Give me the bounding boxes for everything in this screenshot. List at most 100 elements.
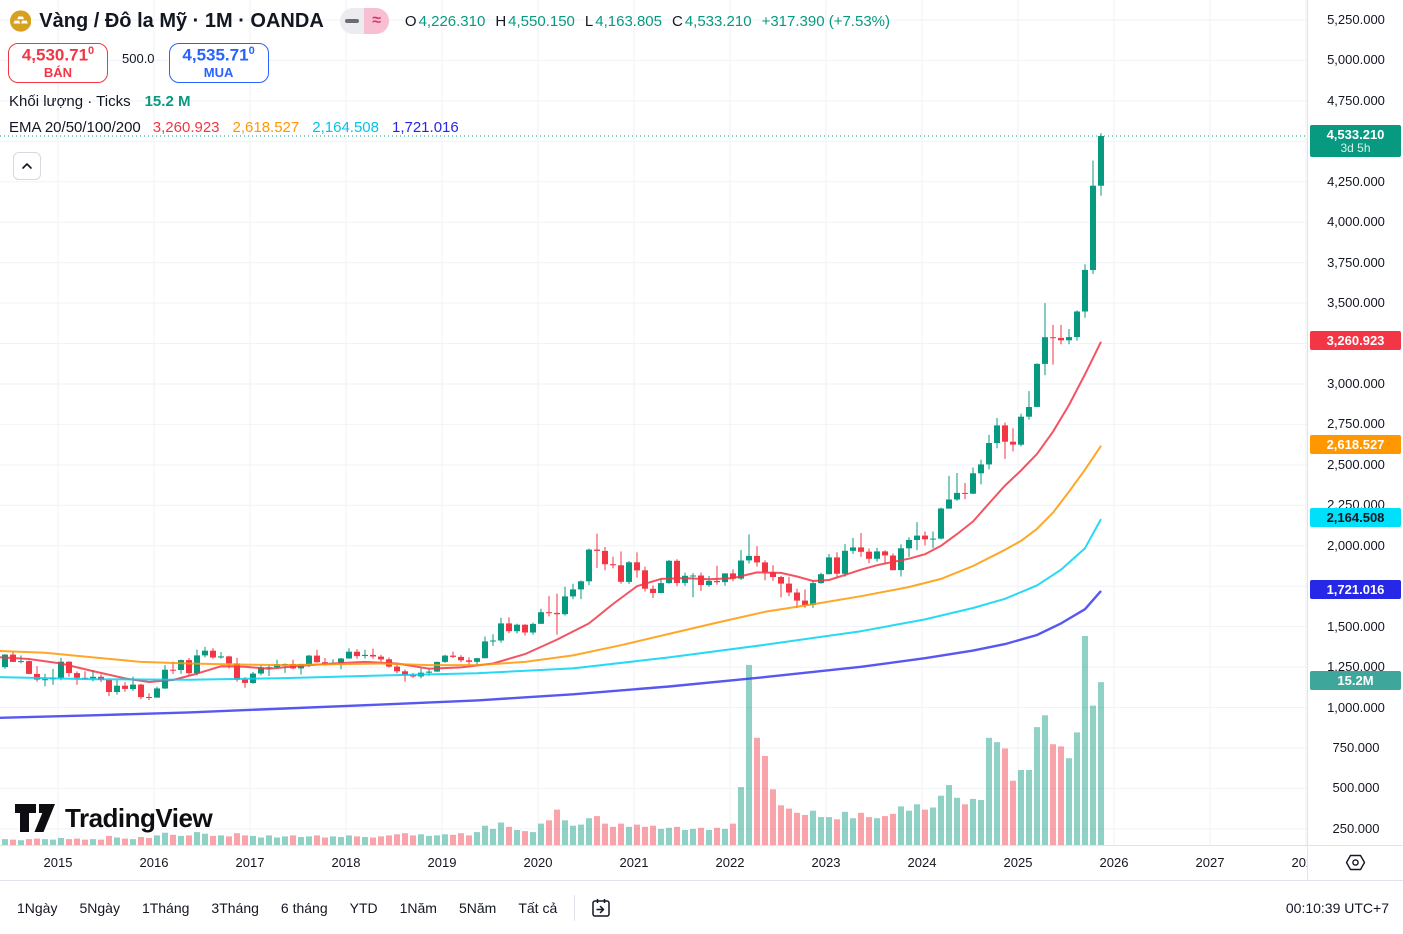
ema-value: 2,164.508 [312,119,379,136]
time-axis[interactable]: 2015 2016 2017 2018 2019 2020 2021 2022 2023 2024… [0,845,1403,881]
volume-bar [786,808,792,845]
candle-body [242,679,248,683]
volume-bar [378,836,384,845]
volume-bar [994,742,1000,845]
candle-body [1090,185,1096,270]
volume-bar [290,835,296,845]
chart-canvas[interactable] [0,0,1307,845]
price-tick-label: 5,000.000 [1327,52,1385,68]
ema-value: 1,721.016 [391,119,459,136]
candle-body [130,684,136,689]
candle-body [658,583,664,593]
volume-bar [306,836,312,845]
candle-body [714,580,720,583]
calendar-goto-icon [592,898,610,917]
volume-bar [386,835,392,845]
volume-bar [770,789,776,845]
price-tick-label: 2,750.000 [1327,416,1385,432]
volume-bar [402,833,408,845]
range-button-1năm[interactable]: 1Năm [389,893,448,923]
volume-bar [274,837,280,845]
volume-bar [218,835,224,845]
range-button-tất-cả[interactable]: Tất cả [507,893,568,923]
volume-bar [1074,732,1080,845]
candle-body [434,661,440,672]
volume-bar [682,830,688,845]
price-axis-settings-button[interactable] [1307,845,1403,880]
candle-body [794,592,800,601]
tradingview-logo-icon [15,804,55,832]
candle-body [346,651,352,659]
range-button-5năm[interactable]: 5Năm [448,893,507,923]
volume-bar [946,785,952,845]
volume-bar [762,756,768,845]
volume-bar [314,835,320,845]
volume-bar [130,839,136,845]
volume-bar [106,835,112,845]
candle-body [402,671,408,675]
volume-bar [666,827,672,845]
year-label: 2020 [523,855,553,870]
go-to-date-button[interactable] [585,892,617,924]
volume-bar [562,820,568,845]
ema-legend[interactable]: EMA 20/50/100/200 3,260.923 2,618.527 2,16… [9,119,900,136]
price-tick-label: 3,000.000 [1327,375,1385,391]
trade-panel: 4,530.710 BÁN 500.0 4,535.710 MUA [8,43,900,83]
volume-bar [978,800,984,845]
chart-mode-toggle[interactable]: ≈ [339,8,389,34]
candle-body [522,624,528,633]
sell-button[interactable]: 4,530.710 BÁN [8,43,108,83]
time-axis-labels: 2015 2016 2017 2018 2019 2020 2021 2022 2023 2024… [0,846,1308,881]
year-label: 2018 [331,855,361,870]
candle-body [898,548,904,571]
range-button-5ngày[interactable]: 5Ngày [68,893,130,923]
volume-legend[interactable]: Khối lượng · Ticks 15.2 M [9,93,900,110]
dash-toggle-icon[interactable] [339,8,365,34]
candle-body [946,499,952,509]
toolbar-divider [574,894,576,921]
clock[interactable]: 00:10:39 UTC+7 [1285,899,1389,916]
approx-toggle-icon[interactable]: ≈ [364,8,389,34]
price-tick-label: 5,250.000 [1327,12,1385,27]
volume-bar [210,835,216,845]
candle-body [938,508,944,539]
candle-body [186,660,192,674]
range-button-1ngày[interactable]: 1Ngày [6,893,68,923]
chart-legend: Vàng / Đô la Mỹ · 1M · OANDA ≈ O 4,226.3… [0,0,900,180]
range-button-6-tháng[interactable]: 6 tháng [270,893,339,923]
candle-body [442,655,448,662]
volume-bar [138,837,144,845]
range-button-3tháng[interactable]: 3Tháng [200,893,269,923]
candle-body [914,535,920,540]
candle-body [146,697,152,698]
volume-bar [1098,682,1104,845]
volume-bar [186,835,192,845]
candle-body [322,662,328,664]
buy-button[interactable]: 4,535.710 MUA [168,43,269,83]
collapse-legend-button[interactable] [13,152,41,180]
price-axis[interactable]: 5,250.0005,000.0004,750.0004,500.0004,25… [1307,0,1403,845]
volume-bar [866,817,872,845]
range-button-1tháng[interactable]: 1Tháng [131,893,200,923]
candle-body [258,667,264,674]
gold-symbol-icon [10,10,32,32]
candle-body [906,539,912,549]
volume-legend-label: Khối lượng · Ticks [9,93,131,110]
volume-bar [626,826,632,845]
volume-bar [18,840,24,845]
volume-bar [298,837,304,845]
volume-bar [34,838,40,845]
range-button-ytd[interactable]: YTD [339,893,389,923]
volume-bar [970,798,976,845]
volume-bar [266,835,272,845]
symbol-title[interactable]: Vàng / Đô la Mỹ · 1M · OANDA [39,9,324,32]
price-tick-label: 500.000 [1332,780,1380,796]
candle-body [178,660,184,670]
volume-bar [370,837,376,845]
volume-bar [954,797,960,845]
volume-bar [258,837,264,845]
volume-bar [722,828,728,845]
candle-body [746,555,752,561]
candle-body [338,658,344,663]
